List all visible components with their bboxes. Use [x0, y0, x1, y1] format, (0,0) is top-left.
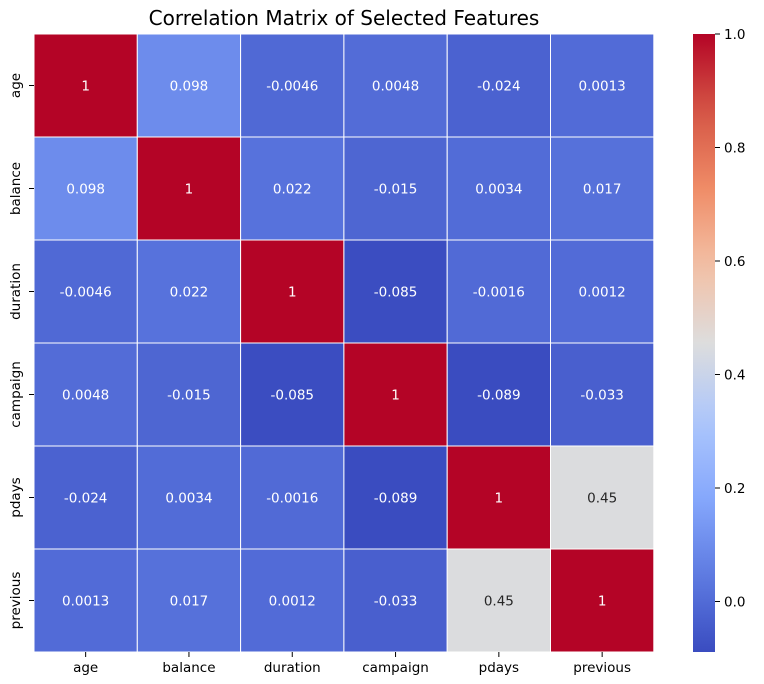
- cell-value-label: -0.0046: [60, 285, 112, 301]
- cell-value-label: 0.0012: [269, 594, 316, 610]
- cell-value-label: 1: [598, 594, 607, 610]
- heatmap-cell: [240, 33, 345, 138]
- y-tick-label: age: [8, 73, 24, 98]
- cell-value-label: -0.0016: [266, 491, 318, 507]
- heatmap-cell: [446, 342, 552, 447]
- cell-value-label: 1: [391, 388, 400, 404]
- y-tick-label: balance: [8, 162, 24, 215]
- cell-value-label: -0.089: [477, 388, 521, 404]
- heatmap-cell: [550, 33, 655, 138]
- cell-value-label: -0.024: [477, 79, 521, 95]
- cell-value-label: -0.089: [374, 491, 418, 507]
- y-tick-label: duration: [8, 263, 24, 320]
- heatmap-cell: [343, 33, 448, 138]
- cell-value-label: 0.0013: [62, 594, 109, 610]
- cell-value-label: 0.022: [273, 182, 312, 198]
- heatmap-cell: [33, 239, 138, 344]
- heatmap-cell: [33, 548, 138, 653]
- cell-value-label: -0.015: [374, 182, 418, 198]
- y-tick-label: pdays: [8, 477, 24, 517]
- x-tick-label: campaign: [362, 660, 429, 676]
- heatmap-cell: [446, 445, 552, 550]
- colorbar: 0.0 0.2 0.4 0.6 0.8 1.0: [693, 27, 745, 652]
- heatmap-cell: [446, 239, 552, 344]
- cell-value-label: 1: [495, 491, 504, 507]
- y-tick-label: previous: [8, 572, 24, 630]
- heatmap-cell: [550, 136, 655, 241]
- cell-value-label: 0.45: [484, 594, 514, 610]
- cell-value-label: -0.085: [270, 388, 314, 404]
- cell-value-label: 0.0048: [62, 388, 109, 404]
- heatmap-cell: [33, 33, 138, 138]
- heatmap-cell: [240, 445, 345, 550]
- heatmap-cell: [446, 33, 552, 138]
- cell-value-label: 0.45: [587, 491, 617, 507]
- colorbar-tick-label: 0.0: [724, 594, 745, 610]
- cell-value-label: 0.0012: [579, 285, 626, 301]
- colorbar-gradient: [693, 34, 715, 652]
- heatmap-cell: [240, 239, 345, 344]
- heatmap-cell: [550, 342, 655, 447]
- x-tick-label: previous: [573, 660, 631, 676]
- chart-title: Correlation Matrix of Selected Features: [149, 6, 540, 30]
- heatmap-cell: [33, 445, 138, 550]
- heatmap-cell: [343, 445, 448, 550]
- heatmap-cell: [136, 342, 242, 447]
- heatmap-cell: [136, 136, 242, 241]
- heatmap-cell: [550, 548, 655, 653]
- colorbar-tick-label: 0.6: [724, 254, 745, 270]
- cell-value-label: 1: [185, 182, 194, 198]
- y-axis: age balance duration campaign pdays previous: [8, 73, 34, 629]
- colorbar-tick-label: 1.0: [724, 27, 745, 43]
- cell-value-label: 0.017: [583, 182, 622, 198]
- heatmap-cell: [33, 342, 138, 447]
- cell-value-label: -0.033: [374, 594, 418, 610]
- heatmap-cell: [343, 136, 448, 241]
- x-axis: age balance duration campaign pdays previous: [73, 652, 631, 676]
- cell-value-label: -0.085: [374, 285, 418, 301]
- heatmap-cell: [136, 33, 242, 138]
- heatmap-cell: [550, 445, 655, 550]
- y-tick-label: campaign: [8, 361, 24, 428]
- heatmap-cell: [136, 239, 242, 344]
- colorbar-tick-label: 0.2: [724, 481, 745, 497]
- heatmap-cell: [446, 548, 552, 653]
- cell-value-label: 0.0034: [475, 182, 522, 198]
- cell-value-label: 0.098: [170, 79, 209, 95]
- cell-value-label: -0.015: [167, 388, 211, 404]
- cell-value-label: 0.0048: [372, 79, 419, 95]
- heatmap-cells: 1 0.098 -0.0046 0.0048 -0.024 0.0013 0.098 1 0.0…: [33, 33, 655, 653]
- heatmap-cell: [550, 239, 655, 344]
- x-tick-label: pdays: [479, 660, 519, 676]
- cell-value-label: 0.0013: [579, 79, 626, 95]
- heatmap-cell: [240, 342, 345, 447]
- cell-value-label: 0.022: [170, 285, 209, 301]
- cell-value-label: -0.0046: [266, 79, 318, 95]
- cell-value-label: -0.0016: [473, 285, 525, 301]
- heatmap-cell: [343, 239, 448, 344]
- x-tick-label: duration: [264, 660, 321, 676]
- x-tick-label: balance: [162, 660, 215, 676]
- cell-value-label: 0.0034: [165, 491, 212, 507]
- colorbar-tick-label: 0.4: [724, 367, 745, 383]
- colorbar-tick-label: 0.8: [724, 140, 745, 156]
- x-tick-label: age: [73, 660, 98, 676]
- cell-value-label: 1: [81, 79, 90, 95]
- cell-value-label: 0.098: [66, 182, 105, 198]
- cell-value-label: 0.017: [170, 594, 209, 610]
- cell-value-label: -0.033: [580, 388, 624, 404]
- cell-value-label: -0.024: [64, 491, 108, 507]
- heatmap-cell: [343, 342, 448, 447]
- cell-value-label: 1: [288, 285, 297, 301]
